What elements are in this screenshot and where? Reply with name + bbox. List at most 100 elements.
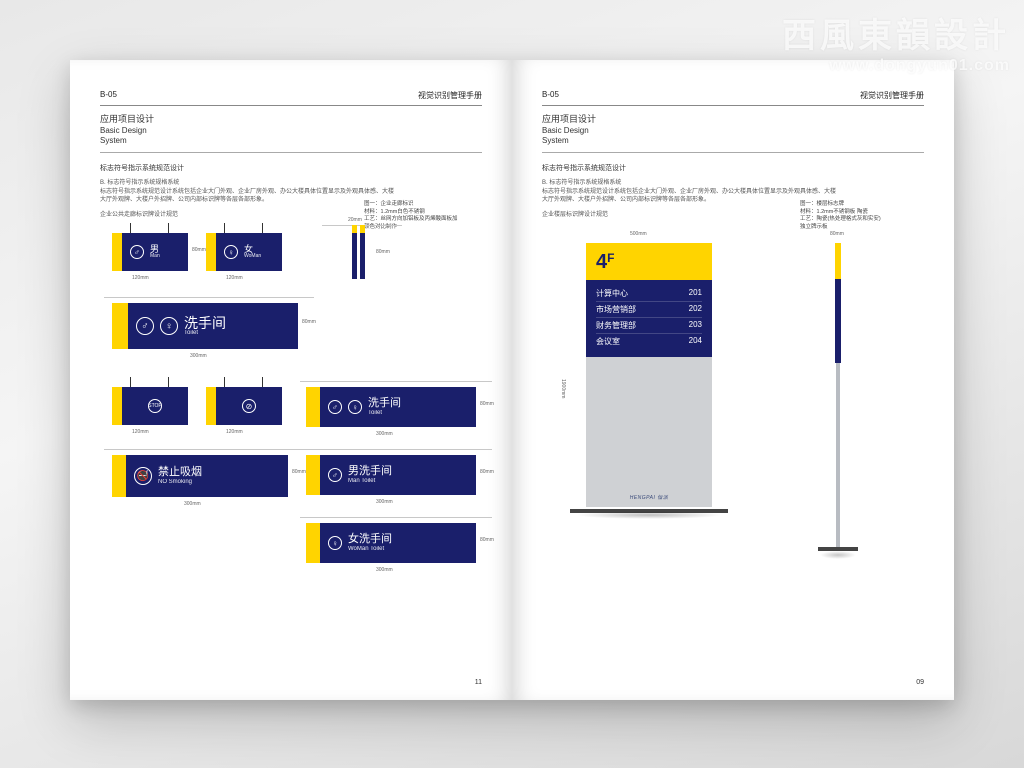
male-icon: ♂: [130, 245, 144, 259]
page-number: 11: [475, 679, 482, 686]
hanger: [262, 377, 263, 387]
directory-sign: 4F 计算中心201 市场营销部202 财务管理部203 会议室204 HENG…: [586, 243, 712, 507]
title-block: 应用项目设计 Basic Design System: [542, 114, 924, 146]
hanger: [130, 377, 131, 387]
desc-1: 标志符号指示系统规范设计系统包括企业大门外观、企业厂房外观、办公大楼具体位置显示…: [100, 188, 398, 205]
page-code: B-05: [542, 90, 559, 101]
dim: 80mm: [480, 537, 494, 543]
pole-side: [836, 243, 840, 549]
dim: 80mm: [376, 249, 390, 255]
page-code: B-05: [100, 90, 117, 101]
directory-shadow: [576, 511, 722, 519]
bullet-title: B. 标志符号指示系统规格系统: [100, 179, 398, 187]
dim: 80mm: [480, 401, 494, 407]
mini-pole: [352, 225, 357, 279]
dim: 80mm: [292, 469, 306, 475]
dim: 120mm: [226, 275, 243, 281]
dim: 80mm: [830, 231, 844, 237]
wall-line: [300, 517, 492, 518]
page-header: B-05 视觉识别管理手册: [542, 90, 924, 106]
hanger: [262, 223, 263, 233]
hanger: [224, 223, 225, 233]
male-icon: ♂: [328, 468, 342, 482]
title-cn: 应用项目设计: [542, 114, 924, 126]
dim: 1900mm: [560, 379, 566, 398]
male-icon: ♂: [136, 317, 154, 335]
sign-woman: ♀ 女WoMan: [206, 233, 282, 271]
dim: 120mm: [132, 275, 149, 281]
mini-pole: [360, 225, 365, 279]
title-block: 应用项目设计 Basic Design System: [100, 114, 482, 146]
divider: [100, 152, 482, 153]
prohibit-icon: ⊘: [242, 399, 256, 413]
nosmoking-icon: 🚭: [134, 467, 152, 485]
directory-base: HENGPAI 恒派: [586, 357, 712, 507]
page-number: 09: [916, 679, 924, 686]
dim: 500mm: [630, 231, 647, 237]
wall-line: [300, 449, 492, 450]
pole-shadow: [820, 551, 856, 559]
directory-floor: 4F: [586, 243, 712, 280]
hanger: [168, 223, 169, 233]
female-icon: ♀: [328, 536, 342, 550]
sign-nosmoking: 🚭 禁止吸烟NO Smoking: [112, 455, 288, 497]
title-en1: Basic Design: [542, 126, 924, 136]
dim: 300mm: [376, 431, 393, 437]
directory-row: 财务管理部203: [596, 318, 702, 334]
wall-line: [104, 297, 314, 298]
sign-man-toilet: ♂ 男洗手间Man Toilet: [306, 455, 476, 495]
dim: 120mm: [132, 429, 149, 435]
wall-line: [300, 381, 492, 382]
hanger: [168, 377, 169, 387]
sign-prohibit: ⊘: [206, 387, 282, 425]
sign-canvas: 图一：楼层标志牌 材料：1.2mm不锈钢板 陶瓷 工艺：陶瓷(热处理格式灰和实安…: [542, 219, 924, 659]
dim: 300mm: [376, 567, 393, 573]
title-en1: Basic Design: [100, 126, 482, 136]
note-1: 图一：企业走廊标识 材料：1.2mm白色不锈钢 工艺：丝网方向加铝板及丙烯酸面板…: [364, 201, 458, 232]
subhead: 标志符号指示系统规范设计: [100, 163, 482, 173]
sign-canvas: 图一：企业走廊标识 材料：1.2mm白色不锈钢 工艺：丝网方向加铝板及丙烯酸面板…: [100, 219, 482, 659]
dim: 300mm: [376, 499, 393, 505]
directory-row: 市场营销部202: [596, 302, 702, 318]
open-book: B-05 视觉识别管理手册 应用项目设计 Basic Design System…: [70, 60, 954, 700]
female-icon: ♀: [224, 245, 238, 259]
female-icon: ♀: [160, 317, 178, 335]
dim: 300mm: [184, 501, 201, 507]
hanger: [224, 377, 225, 387]
directory-row: 计算中心201: [596, 286, 702, 302]
page-header-right: 视觉识别管理手册: [418, 90, 482, 101]
desc-1: 标志符号指示系统规范设计系统包括企业大门外观、企业厂房外观、办公大楼具体位置显示…: [542, 188, 840, 205]
stop-icon: STOP: [148, 399, 162, 413]
page-right: B-05 视觉识别管理手册 应用项目设计 Basic Design System…: [512, 60, 954, 700]
desc-2: 企业楼层标识牌设计规范: [542, 211, 840, 219]
subhead: 标志符号指示系统规范设计: [542, 163, 924, 173]
page-header: B-05 视觉识别管理手册: [100, 90, 482, 106]
female-icon: ♀: [348, 400, 362, 414]
directory-body: 计算中心201 市场营销部202 财务管理部203 会议室204: [586, 280, 712, 357]
title-en2: System: [542, 136, 924, 146]
bullet-title: B. 标志符号指示系统规格系统: [542, 179, 840, 187]
page-header-right: 视觉识别管理手册: [860, 90, 924, 101]
title-cn: 应用项目设计: [100, 114, 482, 126]
title-en2: System: [100, 136, 482, 146]
sign-man: ♂ 男Man: [112, 233, 188, 271]
directory-row: 会议室204: [596, 334, 702, 349]
dim: 300mm: [190, 353, 207, 359]
watermark-en: www.dongyun01.com: [782, 57, 1010, 75]
male-icon: ♂: [328, 400, 342, 414]
sign-woman-toilet: ♀ 女洗手间WoMan Toilet: [306, 523, 476, 563]
note-1: 图一：楼层标志牌 材料：1.2mm不锈钢板 陶瓷 工艺：陶瓷(热处理格式灰和实安…: [800, 201, 881, 232]
dim: 80mm: [192, 247, 206, 253]
hanger: [130, 223, 131, 233]
watermark-cn: 西風東韻設計: [782, 8, 1010, 57]
divider: [542, 152, 924, 153]
sign-toilet-2: ♂ ♀ 洗手间Toilet: [306, 387, 476, 427]
page-left: B-05 视觉识别管理手册 应用项目设计 Basic Design System…: [70, 60, 512, 700]
dim: 80mm: [480, 469, 494, 475]
dim: 120mm: [226, 429, 243, 435]
watermark: 西風東韻設計 www.dongyun01.com: [782, 8, 1010, 75]
sign-toilet: ♂ ♀ 洗手间Toilet: [112, 303, 298, 349]
sign-stop: STOP: [112, 387, 188, 425]
dim: 80mm: [302, 319, 316, 325]
wall-line: [104, 449, 302, 450]
